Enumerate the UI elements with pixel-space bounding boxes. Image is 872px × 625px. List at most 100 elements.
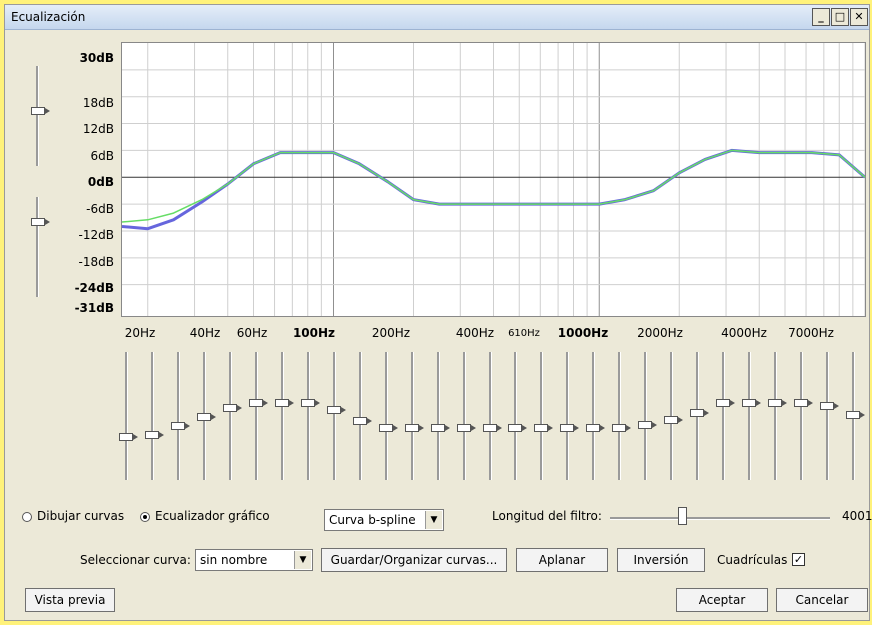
draw-curves-radio[interactable] [22,512,32,522]
band-slider-thumb[interactable] [326,405,346,414]
maximize-button[interactable]: □ [831,8,849,26]
band-slider-track[interactable] [540,352,544,480]
band-slider-track[interactable] [462,352,466,480]
band-slider-track[interactable] [150,352,154,480]
band-slider-thumb[interactable] [742,399,762,408]
band-slider-thumb[interactable] [612,423,632,432]
hz-tick-label: 2000Hz [637,326,683,340]
select-curve-value: sin nombre [200,553,268,567]
db-tick-label: -24dB [74,281,114,295]
filter-length-value: 4001 [842,509,872,523]
graphic-eq-radio[interactable] [140,512,150,522]
filter-length-track[interactable] [610,517,830,520]
gain-slider-thumb[interactable] [31,107,50,115]
band-slider-thumb[interactable] [378,423,398,432]
save-manage-curves-button[interactable]: Guardar/Organizar curvas... [321,548,507,572]
band-slider-track[interactable] [644,352,648,480]
band-slider-track[interactable] [748,352,752,480]
band-slider-thumb[interactable] [300,399,320,408]
band-slider-track[interactable] [280,352,284,480]
band-slider-track[interactable] [774,352,778,480]
band-slider-track[interactable] [176,352,180,480]
hz-tick-label: 100Hz [292,326,336,340]
band-slider-thumb[interactable] [456,423,476,432]
band-slider-track[interactable] [722,352,726,480]
band-slider-thumb[interactable] [119,432,138,441]
band-slider-thumb[interactable] [196,413,216,422]
curve-type-select[interactable]: Curva b-spline ▼ [324,509,444,531]
range-slider-thumb[interactable] [31,218,50,226]
band-slider-thumb[interactable] [482,423,502,432]
select-curve-dropdown[interactable]: sin nombre ▼ [195,549,313,571]
filter-length-thumb[interactable] [678,507,687,525]
chevron-down-icon: ▼ [294,551,311,569]
band-slider-track[interactable] [618,352,622,480]
eq-curve-svg[interactable] [122,43,865,316]
range-slider-track[interactable] [36,197,39,297]
band-slider-thumb[interactable] [248,399,268,408]
hz-tick-label: 40Hz [189,326,221,340]
gain-slider-track[interactable] [36,66,39,166]
band-slider-thumb[interactable] [430,423,450,432]
band-slider-track[interactable] [670,352,674,480]
band-slider-track[interactable] [436,352,440,480]
band-slider-track[interactable] [514,352,518,480]
band-slider-track[interactable] [592,352,596,480]
band-slider-thumb[interactable] [586,423,606,432]
hz-tick-label: 200Hz [371,326,411,340]
draw-curves-label[interactable]: Dibujar curvas [37,509,125,523]
db-tick-label: -31dB [74,301,114,315]
db-tick-label: 30dB [79,51,114,65]
band-slider-thumb[interactable] [404,423,424,432]
invert-button[interactable]: Inversión [617,548,705,572]
band-slider-track[interactable] [410,352,414,480]
band-slider-thumb[interactable] [716,399,736,408]
band-slider-thumb[interactable] [144,430,164,439]
band-slider-thumb[interactable] [794,399,814,408]
curve-type-value: Curva b-spline [329,513,416,527]
band-slider-track[interactable] [826,352,830,480]
band-slider-track[interactable] [332,352,336,480]
band-slider-thumb[interactable] [846,410,865,419]
preview-button[interactable]: Vista previa [25,588,115,612]
flatten-button[interactable]: Aplanar [516,548,608,572]
hz-tick-label: 610Hz [508,328,540,339]
band-slider-track[interactable] [800,352,804,480]
hz-tick-label: 60Hz [236,326,268,340]
band-slider-thumb[interactable] [768,399,788,408]
band-slider-track[interactable] [306,352,310,480]
band-slider-thumb[interactable] [820,401,840,410]
db-tick-label: 18dB [82,96,114,110]
db-tick-label: 0dB [87,175,114,189]
grid-checkbox[interactable]: ✓ [792,553,805,566]
accept-button[interactable]: Aceptar [676,588,768,612]
hz-tick-label: 7000Hz [788,326,834,340]
band-slider-thumb[interactable] [222,403,242,412]
db-tick-label: -6dB [86,202,114,216]
band-slider-track[interactable] [358,352,362,480]
band-slider-thumb[interactable] [690,408,710,417]
band-slider-thumb[interactable] [664,416,684,425]
band-slider-thumb[interactable] [170,422,190,431]
graphic-eq-label[interactable]: Ecualizador gráfico [155,509,270,523]
minimize-button[interactable]: _ [812,8,830,26]
band-slider-track[interactable] [488,352,492,480]
title-bar: Ecualización _ □ ✕ [5,5,869,30]
db-tick-label: -18dB [78,255,114,269]
band-slider-thumb[interactable] [534,423,554,432]
band-slider-track[interactable] [228,352,232,480]
band-slider-thumb[interactable] [560,423,580,432]
band-slider-thumb[interactable] [352,417,372,426]
eq-curve-plot[interactable] [121,42,866,317]
band-slider-track[interactable] [254,352,258,480]
close-button[interactable]: ✕ [850,8,868,26]
band-slider-track[interactable] [566,352,570,480]
db-tick-label: 6dB [90,149,114,163]
grid-label[interactable]: Cuadrículas [717,553,788,567]
cancel-button[interactable]: Cancelar [776,588,868,612]
band-slider-track[interactable] [125,352,128,480]
band-slider-thumb[interactable] [508,423,528,432]
band-slider-thumb[interactable] [638,421,658,430]
band-slider-thumb[interactable] [274,399,294,408]
band-slider-track[interactable] [384,352,388,480]
